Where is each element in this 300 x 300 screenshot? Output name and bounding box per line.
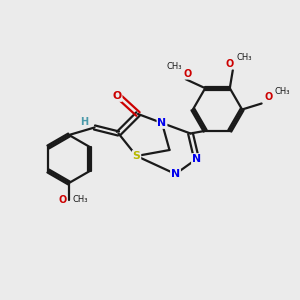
Text: O: O (112, 91, 122, 101)
Text: S: S (133, 151, 140, 161)
Text: N: N (192, 154, 201, 164)
Text: CH₃: CH₃ (274, 87, 290, 96)
Text: N: N (158, 118, 166, 128)
Text: CH₃: CH₃ (167, 62, 182, 71)
Text: N: N (171, 169, 180, 179)
Text: O: O (264, 92, 272, 103)
Text: H: H (80, 117, 88, 127)
Text: O: O (225, 58, 233, 69)
Text: CH₃: CH₃ (236, 53, 252, 62)
Text: O: O (58, 195, 67, 206)
Text: O: O (183, 69, 191, 79)
Text: CH₃: CH₃ (73, 195, 88, 204)
